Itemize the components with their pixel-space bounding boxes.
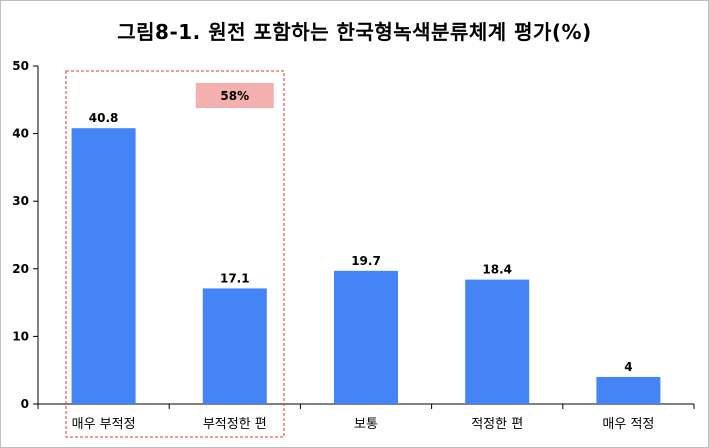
data-label: 18.4 bbox=[482, 263, 512, 277]
annotation-text: 58% bbox=[220, 89, 249, 103]
data-label: 17.1 bbox=[220, 271, 250, 285]
bar bbox=[334, 270, 398, 404]
data-label: 4 bbox=[624, 360, 632, 374]
x-axis bbox=[37, 403, 695, 409]
chart-title: 그림8-1. 원전 포함하는 한국형녹색분류체계 평가(%) bbox=[117, 20, 592, 44]
category-label: 부적정한 편 bbox=[203, 417, 267, 432]
category-label: 보통 bbox=[354, 417, 378, 432]
y-axis: 0 10 20 30 40 50 bbox=[12, 59, 39, 411]
bars bbox=[71, 128, 661, 404]
data-labels: 40.8 17.1 19.7 18.4 4 bbox=[89, 111, 633, 374]
y-tick-label: 40 bbox=[12, 127, 29, 141]
y-tick-label: 50 bbox=[12, 59, 29, 73]
y-tick-label: 0 bbox=[21, 397, 29, 411]
annotation-badge bbox=[195, 83, 274, 108]
category-label: 매우 적정 bbox=[602, 417, 654, 432]
bar bbox=[202, 288, 267, 404]
highlight-box bbox=[65, 70, 285, 438]
bar bbox=[71, 128, 136, 404]
data-label: 19.7 bbox=[351, 254, 381, 268]
category-label: 매우 부적정 bbox=[72, 417, 136, 432]
bar bbox=[596, 376, 661, 404]
category-labels: 매우 부적정 부적정한 편 보통 적정한 편 매우 적정 bbox=[72, 417, 655, 432]
y-tick-label: 20 bbox=[12, 262, 29, 276]
y-tick-label: 30 bbox=[12, 194, 29, 208]
annotation: 58% bbox=[65, 70, 285, 438]
y-tick-label: 10 bbox=[12, 329, 29, 343]
category-label: 적정한 편 bbox=[471, 417, 523, 432]
bar bbox=[465, 279, 530, 404]
data-label: 40.8 bbox=[89, 111, 119, 125]
